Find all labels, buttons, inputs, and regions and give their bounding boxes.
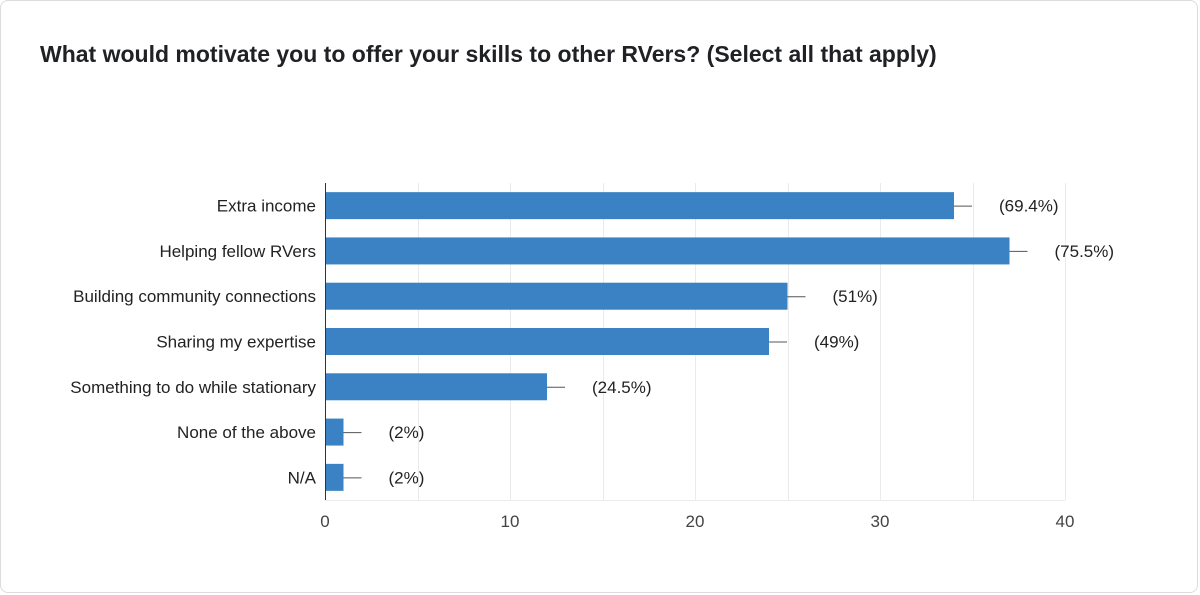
labels: (69.4%) Extra income (75.5%) Helping fellow… <box>70 197 1114 531</box>
category-label: Helping fellow RVers <box>159 242 316 261</box>
x-tick-label: 0 <box>320 512 329 531</box>
category-label: None of the above <box>177 423 316 442</box>
bar <box>325 418 344 446</box>
bar <box>325 282 788 310</box>
category-label: Sharing my expertise <box>156 333 316 352</box>
data-label: (24.5%) <box>592 378 652 397</box>
data-label: (2%) <box>389 423 425 442</box>
bar <box>325 237 1010 265</box>
category-label: Building community connections <box>73 287 316 306</box>
x-tick-label: 10 <box>501 512 520 531</box>
bars <box>325 192 1028 491</box>
bar <box>325 463 344 491</box>
data-label: (69.4%) <box>999 197 1059 216</box>
chart-title: What would motivate you to offer your sk… <box>40 41 937 67</box>
x-tick-label: 40 <box>1056 512 1075 531</box>
axes <box>325 183 1065 501</box>
x-tick-label: 20 <box>686 512 705 531</box>
data-label: (49%) <box>814 333 859 352</box>
data-label: (51%) <box>833 287 878 306</box>
x-tick-label: 30 <box>871 512 890 531</box>
bar <box>325 192 954 220</box>
data-label: (75.5%) <box>1055 242 1115 261</box>
category-label: Something to do while stationary <box>70 378 316 397</box>
category-label: Extra income <box>217 197 316 216</box>
data-label: (2%) <box>389 468 425 487</box>
category-label: N/A <box>288 468 317 487</box>
bar <box>325 373 547 401</box>
bar <box>325 328 769 355</box>
